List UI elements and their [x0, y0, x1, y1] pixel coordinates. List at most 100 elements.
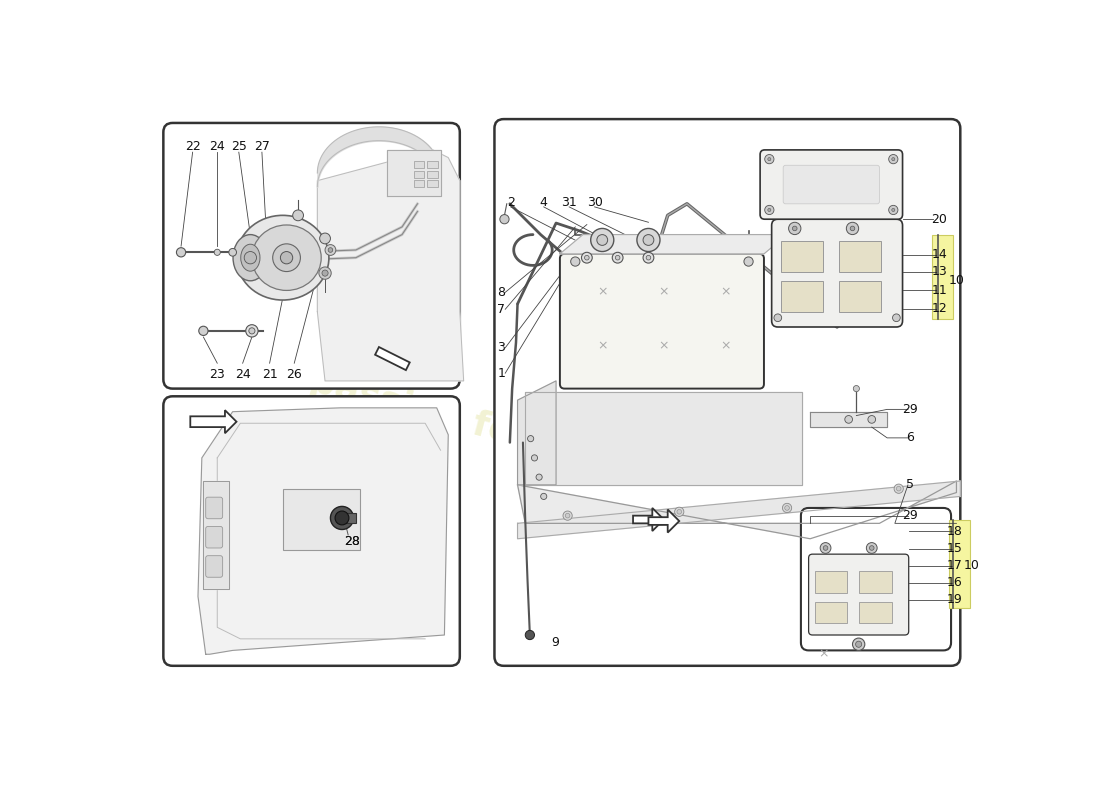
Text: 21: 21 — [262, 368, 277, 382]
Bar — [343, 514, 355, 522]
Text: 24: 24 — [209, 139, 226, 153]
Circle shape — [245, 246, 258, 258]
Bar — [414, 180, 425, 187]
Ellipse shape — [252, 225, 321, 290]
Circle shape — [531, 455, 538, 461]
Text: ×: × — [597, 286, 607, 299]
Circle shape — [782, 503, 792, 513]
Text: 27: 27 — [254, 139, 270, 153]
Circle shape — [565, 514, 570, 518]
Circle shape — [764, 206, 774, 214]
Text: 6: 6 — [906, 431, 914, 444]
FancyBboxPatch shape — [801, 508, 952, 650]
Circle shape — [845, 415, 853, 423]
Text: 25: 25 — [231, 139, 246, 153]
Bar — [781, 281, 823, 311]
Circle shape — [637, 229, 660, 251]
Circle shape — [319, 267, 331, 279]
Bar — [838, 281, 881, 311]
Circle shape — [249, 250, 255, 255]
Text: ×: × — [659, 340, 669, 353]
Circle shape — [892, 209, 895, 211]
Circle shape — [229, 249, 236, 256]
Text: 24: 24 — [234, 368, 251, 382]
Text: 10: 10 — [948, 274, 965, 287]
Circle shape — [176, 248, 186, 257]
Text: 2: 2 — [507, 196, 515, 209]
Circle shape — [792, 226, 798, 230]
Circle shape — [280, 251, 293, 264]
FancyBboxPatch shape — [772, 219, 902, 327]
Circle shape — [591, 229, 614, 251]
Bar — [815, 571, 847, 593]
Text: 19: 19 — [947, 593, 962, 606]
Text: ×: × — [659, 286, 669, 299]
Text: 29: 29 — [902, 403, 918, 416]
Polygon shape — [375, 347, 409, 370]
Bar — [859, 602, 892, 623]
Bar — [283, 489, 360, 550]
Circle shape — [867, 542, 877, 554]
FancyBboxPatch shape — [206, 497, 222, 518]
Polygon shape — [318, 150, 464, 381]
Circle shape — [889, 154, 898, 164]
Bar — [414, 170, 425, 178]
Ellipse shape — [241, 244, 260, 271]
Circle shape — [584, 255, 590, 260]
Circle shape — [273, 244, 300, 271]
Bar — [428, 162, 438, 168]
FancyBboxPatch shape — [560, 254, 763, 389]
Text: 13: 13 — [932, 265, 947, 278]
Circle shape — [894, 484, 903, 494]
Polygon shape — [517, 481, 960, 538]
Circle shape — [582, 252, 592, 263]
Text: 5: 5 — [906, 478, 914, 491]
Circle shape — [526, 630, 535, 640]
Text: 4: 4 — [540, 196, 548, 209]
Bar — [428, 170, 438, 178]
Text: 22: 22 — [185, 139, 200, 153]
Polygon shape — [517, 481, 957, 538]
Circle shape — [330, 506, 353, 530]
Text: ×: × — [720, 286, 730, 299]
Circle shape — [541, 494, 547, 499]
Circle shape — [676, 510, 682, 514]
Circle shape — [768, 209, 771, 211]
Circle shape — [646, 255, 651, 260]
Circle shape — [536, 474, 542, 480]
Text: 31: 31 — [561, 196, 578, 209]
Circle shape — [856, 641, 861, 647]
Bar — [781, 241, 823, 271]
Polygon shape — [190, 410, 236, 434]
Circle shape — [214, 250, 220, 255]
Text: 29: 29 — [902, 509, 918, 522]
Circle shape — [320, 233, 330, 244]
Polygon shape — [560, 234, 788, 254]
Text: 17: 17 — [947, 559, 962, 572]
Circle shape — [199, 326, 208, 335]
FancyBboxPatch shape — [760, 150, 902, 219]
Circle shape — [674, 507, 684, 517]
FancyBboxPatch shape — [163, 123, 460, 389]
Circle shape — [499, 214, 509, 224]
FancyBboxPatch shape — [206, 526, 222, 548]
Circle shape — [326, 245, 336, 255]
Text: 20: 20 — [932, 213, 947, 226]
Text: 28: 28 — [344, 534, 360, 547]
Bar — [859, 571, 892, 593]
Circle shape — [245, 325, 258, 337]
FancyBboxPatch shape — [495, 119, 960, 666]
Circle shape — [823, 546, 828, 550]
Text: 23: 23 — [209, 368, 226, 382]
Circle shape — [563, 511, 572, 520]
Circle shape — [868, 415, 876, 423]
Polygon shape — [198, 408, 449, 654]
Circle shape — [892, 314, 900, 322]
Text: a passion for parts since 1999: a passion for parts since 1999 — [270, 354, 873, 546]
Text: 15: 15 — [947, 542, 962, 555]
Text: ×: × — [720, 340, 730, 353]
Circle shape — [744, 257, 754, 266]
Circle shape — [854, 386, 859, 392]
Polygon shape — [387, 150, 440, 196]
Bar — [948, 519, 970, 608]
